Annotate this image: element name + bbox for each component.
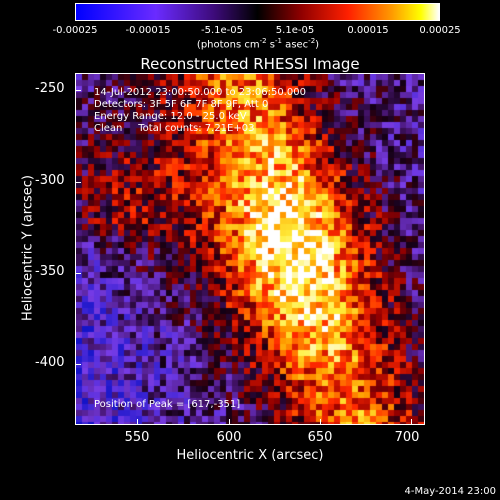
y-tick-mark: [75, 364, 81, 365]
y-tick-label: -250: [35, 81, 65, 96]
y-tick-label: -300: [35, 173, 65, 188]
x-tick-label: 650: [307, 430, 333, 445]
colorbar-tick-label: -0.00025: [52, 25, 98, 36]
colorbar-tick-label: 5.1e-05: [275, 25, 315, 36]
colorbar-units: (photons cm-2 s-1 asec-2): [196, 37, 320, 51]
colorbar: [75, 3, 440, 21]
y-axis-label: Heliocentric Y (arcsec): [20, 175, 36, 321]
y-tick-mark: [75, 182, 81, 183]
colorbar-tick-label: 0.00015: [347, 25, 389, 36]
y-tick-mark: [75, 90, 81, 91]
x-tick-mark: [137, 419, 138, 425]
footer-date: 4-May-2014 23:00: [404, 486, 496, 497]
colorbar-tick-label: -5.1e-05: [201, 25, 243, 36]
x-axis-label: Heliocentric X (arcsec): [176, 448, 324, 463]
y-tick-label: -350: [35, 264, 65, 279]
info-detectors: Detectors: 3F 5F 6F 7F 8F 9F, Att 0: [94, 99, 269, 110]
info-time: 14-Jul-2012 23:00:50.000 to 23:06:50.000: [94, 87, 306, 98]
x-tick-label: 550: [124, 430, 150, 445]
x-tick-mark: [229, 419, 230, 425]
y-tick-mark: [75, 273, 81, 274]
info-energy: Energy Range: 12.0 - 25.0 keV: [94, 111, 247, 122]
x-tick-mark: [320, 419, 321, 425]
x-tick-label: 600: [216, 430, 242, 445]
x-tick-mark: [411, 419, 412, 425]
colorbar-tick-label: 0.00025: [419, 25, 461, 36]
colorbar-tick-label: -0.00015: [125, 25, 171, 36]
plot-title: Reconstructed RHESSI Image: [140, 55, 360, 73]
y-tick-label: -400: [35, 355, 65, 370]
rhessi-image: 14-Jul-2012 23:00:50.000 to 23:06:50.000…: [75, 73, 425, 425]
info-clean: Clean Total counts: 7.21E+03: [94, 123, 255, 134]
x-tick-label: 700: [394, 430, 420, 445]
info-peak-position: Position of Peak = [617,-351]: [94, 399, 241, 410]
heatmap-canvas: [76, 74, 424, 424]
